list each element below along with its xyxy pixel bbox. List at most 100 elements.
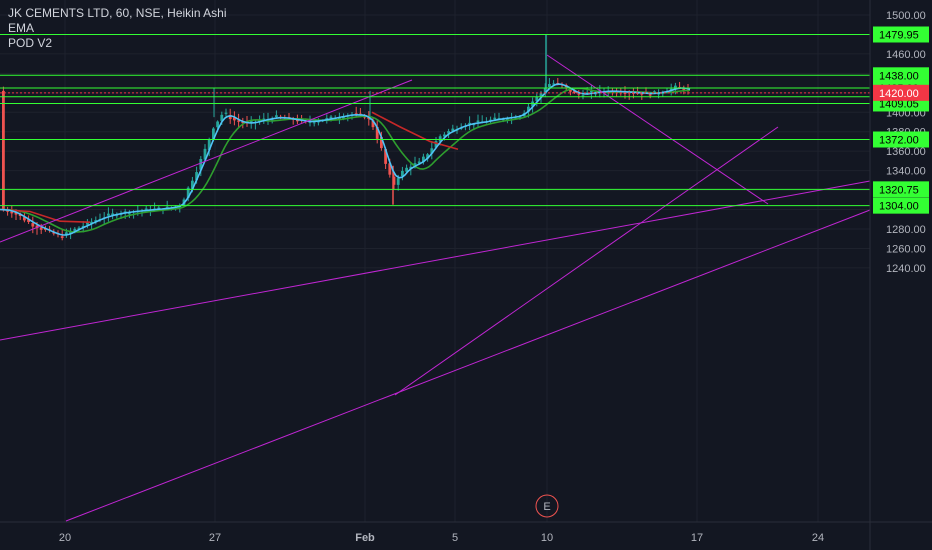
candle-body	[501, 119, 505, 121]
price-level-tag-label: 1320.75	[879, 184, 919, 196]
candle-body	[224, 112, 228, 114]
candle-body	[94, 220, 98, 222]
price-level-tag	[873, 131, 929, 148]
candle-body	[380, 136, 383, 149]
candle-body	[308, 121, 312, 123]
candle-body	[417, 161, 421, 164]
candle-body	[39, 227, 43, 230]
ema-slow-line-down	[0, 208, 91, 223]
candle-body	[157, 207, 161, 209]
candle-body	[354, 113, 358, 115]
candle-body	[258, 120, 261, 122]
candle-body	[447, 131, 450, 134]
candle-body	[535, 96, 539, 102]
candle-body	[640, 93, 644, 95]
price-level-tag	[873, 181, 929, 198]
trend-line[interactable]	[394, 126, 779, 396]
legend-pod: POD V2	[8, 36, 53, 50]
price-level-tag-label: 1409.05	[879, 98, 919, 110]
candle-body	[413, 163, 417, 165]
y-tick-label: 1260.00	[886, 243, 926, 255]
candle-body	[489, 119, 492, 121]
candle-body	[531, 101, 534, 107]
candle-body	[518, 116, 522, 118]
candle-body	[23, 217, 26, 221]
candle-body	[590, 91, 593, 93]
candle-body	[577, 93, 581, 95]
trend-line[interactable]	[65, 209, 871, 522]
candle-body	[342, 117, 345, 119]
candle-body	[111, 213, 114, 216]
candle-body	[422, 156, 425, 163]
candle-body	[35, 225, 39, 229]
candle-body	[31, 223, 35, 227]
candle-body	[237, 120, 240, 122]
candle-body	[661, 93, 665, 95]
trend-line[interactable]	[0, 79, 413, 243]
candle-body	[165, 206, 169, 208]
earnings-marker-icon[interactable]	[535, 494, 559, 518]
candle-body	[207, 139, 211, 150]
candle-body	[275, 115, 278, 117]
candle-body	[409, 166, 413, 169]
candle-body	[573, 90, 576, 93]
candle-body	[144, 208, 148, 210]
candle-body	[195, 172, 198, 181]
candle-body	[14, 211, 18, 215]
candle-body	[585, 92, 589, 94]
candle-body	[329, 116, 333, 119]
x-tick-label: 10	[541, 532, 553, 544]
candle-body	[451, 128, 455, 132]
candle-body	[338, 118, 341, 120]
candle-body	[123, 211, 127, 213]
candle-body	[262, 118, 266, 121]
current-price-tag-label: 1420.00	[879, 88, 919, 100]
candle-body	[115, 215, 119, 217]
candle-body	[233, 117, 236, 121]
candle-body	[438, 136, 442, 142]
candle-body	[396, 178, 400, 185]
candle-body	[60, 236, 64, 238]
ema-slow-line	[0, 87, 691, 233]
y-tick-label: 1240.00	[886, 263, 926, 275]
candle-body	[191, 180, 194, 189]
price-level-tag-label: 1372.00	[879, 135, 919, 147]
candle-body	[539, 93, 543, 98]
candle-body	[90, 221, 93, 224]
candle-body	[392, 176, 396, 185]
candle-body	[216, 121, 219, 128]
candle-body	[430, 148, 434, 154]
candle-body	[296, 119, 299, 122]
candle-body	[199, 159, 203, 170]
price-level-tag-label: 1479.95	[879, 30, 919, 42]
x-tick-label: 27	[209, 532, 221, 544]
candle-body	[77, 227, 81, 230]
candle-body	[86, 221, 89, 225]
candle-body	[128, 213, 131, 215]
candle-body	[249, 120, 253, 123]
candle-body	[543, 87, 547, 94]
price-level-tag-label: 1438.00	[879, 70, 919, 82]
chart-legend: JK CEMENTS LTD, 60, NSE, Heikin Ashi EMA…	[8, 6, 227, 51]
y-tick-label: 1280.00	[886, 224, 926, 236]
legend-ema: EMA	[8, 21, 35, 35]
y-tick-label: 1340.00	[886, 166, 926, 178]
price-level-tag	[873, 67, 929, 84]
candle-body	[107, 213, 110, 216]
price-level-tag-label: 1304.00	[879, 201, 919, 213]
candle-body	[186, 187, 190, 198]
candle-body	[493, 117, 497, 120]
trend-line[interactable]	[546, 54, 769, 205]
candle-body	[657, 93, 660, 95]
candle-body	[2, 90, 5, 210]
candle-body	[384, 149, 387, 164]
candle-body	[497, 118, 501, 120]
candle-body	[472, 124, 476, 126]
y-tick-label: 1460.00	[886, 49, 926, 61]
trend-line[interactable]	[0, 180, 871, 341]
y-tick-label: 1360.00	[886, 146, 926, 158]
y-tick-label: 1500.00	[886, 10, 926, 22]
